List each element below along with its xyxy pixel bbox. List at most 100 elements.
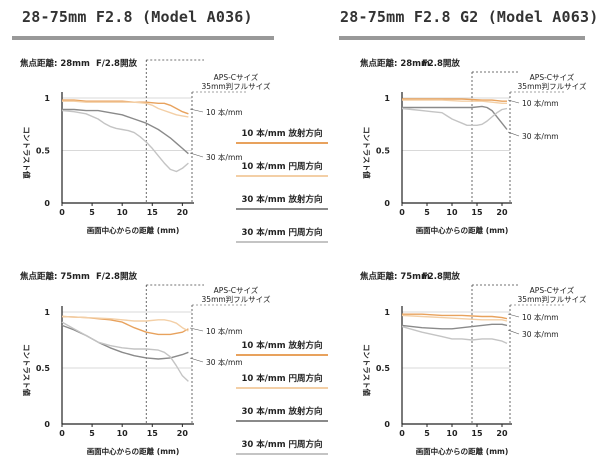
a036-75-series-tangential30 xyxy=(61,321,189,382)
legend-top-item-3: 30 本/mm 円周方向 xyxy=(236,227,328,243)
a063-28-series-radial30 xyxy=(402,105,508,130)
a063-75-annotation-10: 10 本/mm xyxy=(522,312,559,322)
a036-28-focal-length-label: 焦点距離: 28mm xyxy=(19,58,90,69)
a036-75-series-tangential10 xyxy=(61,315,189,332)
a063-75-x-axis-label: 画面中心からの距離 (mm) xyxy=(416,446,509,456)
a063-75-y-tick-label-1: 0.5 xyxy=(376,364,391,373)
a063-75-y-tick-label-0: 0 xyxy=(384,420,390,429)
a036-28-annotation-10-pointer xyxy=(189,108,204,113)
legend-label: 30 本/mm 放射方向 xyxy=(241,407,323,417)
a036-28-annotation-30: 30 本/mm xyxy=(206,152,243,162)
a036-75-annotation-30-pointer xyxy=(189,357,204,363)
a063-28-fullframe-label: 35mm判フルサイズ xyxy=(518,81,587,91)
a036-75-annotation-10-pointer xyxy=(189,327,204,332)
legend-swatch xyxy=(236,241,328,243)
a063-28-apsc-label: APS-Cサイズ xyxy=(530,72,575,82)
legend-bottom-item-1: 10 本/mm 円周方向 xyxy=(236,373,328,389)
a063-75-y-axis-label: コントラスト値 xyxy=(362,344,372,397)
a036-28-x-axis-label: 画面中心からの距離 (mm) xyxy=(87,225,180,235)
a036-28-y-tick-label-2: 1 xyxy=(44,94,50,103)
a063-75-annotation-30: 30 本/mm xyxy=(522,329,559,339)
a036-75-y-axis-label: コントラスト値 xyxy=(22,344,32,397)
legend-label: 30 本/mm 放射方向 xyxy=(241,195,323,205)
a063-75-series-tangential30 xyxy=(401,325,508,345)
a036-75-focal-length-label: 焦点距離: 75mm xyxy=(19,271,90,282)
a063-28-annotation-10-pointer xyxy=(507,99,520,104)
legend-swatch xyxy=(236,208,328,210)
a063-75-x-tick-label-3: 15 xyxy=(471,429,483,438)
a036-28-apsc-label: APS-Cサイズ xyxy=(214,72,259,82)
legend-top-item-1: 10 本/mm 円周方向 xyxy=(236,161,328,177)
a036-28-fullframe-label: 35mm判フルサイズ xyxy=(202,81,271,91)
a063-28-series-tangential10 xyxy=(402,99,507,105)
a063-28-series-tangential30 xyxy=(401,107,508,127)
a036-75-y-tick-label-1: 0.5 xyxy=(36,364,51,373)
a036-28-x-tick-label-3: 15 xyxy=(147,208,159,217)
a036-28-x-tick-label-2: 10 xyxy=(117,208,129,217)
a063-28-y-axis-label: コントラスト値 xyxy=(362,126,372,179)
a036-75-apsc-label: APS-Cサイズ xyxy=(214,285,259,295)
a036-75-series-radial10 xyxy=(61,315,189,336)
a063-28-x-tick-label-4: 20 xyxy=(496,208,508,217)
a036-28-x-tick-label-4: 20 xyxy=(177,208,189,217)
a063-75-x-tick-label-4: 20 xyxy=(496,429,508,438)
a036-75-x-tick-label-4: 20 xyxy=(177,429,189,438)
a063-75-series-radial30 xyxy=(401,323,508,330)
legend-label: 10 本/mm 円周方向 xyxy=(241,162,323,172)
legend-bottom-item-0: 10 本/mm 放射方向 xyxy=(236,340,328,356)
legend-swatch xyxy=(236,354,328,356)
a036-28-series-radial30 xyxy=(62,108,189,155)
a036-28-annotation-30-pointer xyxy=(189,152,204,158)
a063-75-series-radial10 xyxy=(402,313,508,320)
a063-28-x-tick-label-0: 0 xyxy=(399,208,405,217)
a063-28-x-tick-label-3: 15 xyxy=(471,208,483,217)
a036-75-x-tick-label-0: 0 xyxy=(59,429,65,438)
a036-75-annotation-10: 10 本/mm xyxy=(206,326,243,336)
a063-28-annotation-30: 30 本/mm xyxy=(522,131,559,141)
legend-label: 10 本/mm 放射方向 xyxy=(241,129,323,139)
legend-swatch xyxy=(236,453,328,455)
a063-75-apsc-label: APS-Cサイズ xyxy=(530,285,575,295)
a036-75-annotation-30: 30 本/mm xyxy=(206,357,243,367)
a036-28-series-tangential30 xyxy=(61,109,189,173)
a063-75-annotation-10-pointer xyxy=(507,313,520,318)
a036-28-x-tick-label-0: 0 xyxy=(59,208,65,217)
a036-28-aperture-label: F/2.8開放 xyxy=(96,58,137,69)
legend-label: 10 本/mm 放射方向 xyxy=(241,341,323,351)
legend-top-item-2: 30 本/mm 放射方向 xyxy=(236,194,328,210)
right-lens-title: 28-75mm F2.8 G2 (Model A063) xyxy=(340,8,599,26)
a063-28-y-tick-label-2: 1 xyxy=(384,94,390,103)
a063-28-series-radial10 xyxy=(402,98,507,102)
a036-75-aperture-label: F/2.8開放 xyxy=(96,271,137,282)
legend-bottom-item-2: 30 本/mm 放射方向 xyxy=(236,406,328,422)
legend-label: 30 本/mm 円周方向 xyxy=(241,440,323,450)
a036-28-series-tangential10 xyxy=(62,100,189,118)
a063-28-annotation-30-pointer xyxy=(507,131,520,137)
a063-28-x-axis-label: 画面中心からの距離 (mm) xyxy=(416,225,509,235)
a036-28-x-tick-label-1: 5 xyxy=(89,208,95,217)
legend-top-item-0: 10 本/mm 放射方向 xyxy=(236,128,328,144)
a036-75-series-radial30 xyxy=(61,324,189,360)
a036-75-x-tick-label-2: 10 xyxy=(117,429,129,438)
a063-75-annotation-30-pointer xyxy=(507,329,520,335)
legend-swatch xyxy=(236,175,328,177)
left-lens-title: 28-75mm F2.8 (Model A036) xyxy=(22,8,253,26)
a036-75-fullframe-label: 35mm判フルサイズ xyxy=(202,294,271,304)
a036-75-y-tick-label-2: 1 xyxy=(44,308,50,317)
a036-75-x-tick-label-3: 15 xyxy=(147,429,159,438)
a036-75-x-tick-label-1: 5 xyxy=(89,429,95,438)
a036-28-y-tick-label-1: 0.5 xyxy=(36,147,51,156)
a063-75-series-tangential10 xyxy=(401,314,508,322)
a063-75-fullframe-label: 35mm判フルサイズ xyxy=(518,294,587,304)
a036-75-y-tick-label-0: 0 xyxy=(44,420,50,429)
a063-75-x-tick-label-2: 10 xyxy=(446,429,458,438)
a063-75-y-tick-label-2: 1 xyxy=(384,308,390,317)
a063-28-x-tick-label-2: 10 xyxy=(446,208,458,217)
legend-swatch xyxy=(236,387,328,389)
legend-label: 30 本/mm 円周方向 xyxy=(241,228,323,238)
a036-28-y-axis-label: コントラスト値 xyxy=(22,126,32,179)
a063-28-y-tick-label-1: 0.5 xyxy=(376,147,391,156)
a063-75-x-tick-label-1: 5 xyxy=(424,429,430,438)
legend-bottom-item-3: 30 本/mm 円周方向 xyxy=(236,439,328,455)
